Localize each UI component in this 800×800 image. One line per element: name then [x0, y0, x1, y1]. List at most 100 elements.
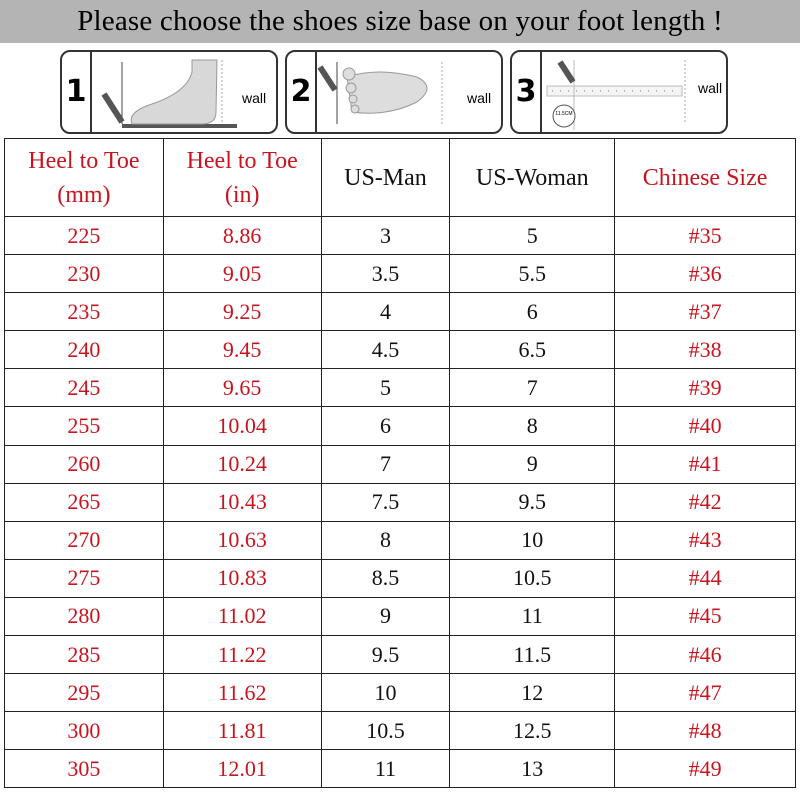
- cell-in: 10.83: [162, 558, 322, 598]
- cell-us-man: 9: [320, 596, 451, 637]
- step-1-panel: 1 wall: [60, 50, 278, 134]
- cell-in: 10.24: [162, 444, 322, 484]
- cell-chinese-size: #46: [614, 635, 796, 675]
- cell-us-man: 3.5: [320, 254, 451, 294]
- cell-in: 12.01: [162, 749, 322, 789]
- table-row: 235 9.25 4 6 #37: [4, 292, 796, 332]
- cell-mm: 235: [4, 292, 164, 332]
- cell-us-woman: 5.5: [449, 254, 616, 294]
- cell-chinese-size: #41: [614, 444, 796, 484]
- cell-us-man: 4: [320, 292, 451, 332]
- table-row: 255 10.04 6 8 #40: [4, 406, 796, 446]
- cell-in: 11.22: [162, 635, 322, 675]
- cell-us-woman: 12: [449, 673, 616, 713]
- cell-chinese-size: #48: [614, 711, 796, 751]
- cell-chinese-size: #39: [614, 368, 796, 408]
- cell-mm: 305: [4, 749, 164, 789]
- table-row: 305 12.01 11 13 #49: [4, 749, 796, 789]
- table-row: 285 11.22 9.5 11.5 #46: [4, 635, 796, 675]
- cell-chinese-size: #49: [614, 749, 796, 789]
- cell-chinese-size: #45: [614, 596, 796, 637]
- cell-chinese-size: #40: [614, 406, 796, 446]
- cell-in: 9.05: [162, 254, 322, 294]
- cell-us-woman: 7: [449, 368, 616, 408]
- size-chart-table: Heel to Toe (mm) Heel to Toe (in) US-Man U…: [4, 138, 796, 789]
- table-row: 295 11.62 10 12 #47: [4, 673, 796, 713]
- cell-chinese-size: #38: [614, 330, 796, 370]
- cell-mm: 295: [4, 673, 164, 713]
- cell-us-man: 9.5: [320, 635, 451, 675]
- cell-in: 11.62: [162, 673, 322, 713]
- header-chinese-size: Chinese Size: [614, 138, 796, 217]
- cell-us-man: 7: [320, 444, 451, 484]
- cell-mm: 265: [4, 482, 164, 522]
- cell-us-woman: 6: [449, 292, 616, 332]
- cell-us-woman: 5: [449, 215, 616, 256]
- cell-in: 10.43: [162, 482, 322, 522]
- measurement-steps: 1 wall 2 wall 3: [60, 50, 740, 136]
- step-2-panel: 2 wall: [285, 50, 503, 134]
- cell-us-man: 5: [320, 368, 451, 408]
- table-row: 265 10.43 7.5 9.5 #42: [4, 482, 796, 522]
- table-row: 300 11.81 10.5 12.5 #48: [4, 711, 796, 751]
- cell-chinese-size: #43: [614, 520, 796, 560]
- cell-us-man: 11: [320, 749, 451, 789]
- cell-mm: 230: [4, 254, 164, 294]
- ruler-label: 11.5CM: [555, 111, 573, 117]
- ruler-icon: [546, 60, 686, 130]
- cell-us-woman: 13: [449, 749, 616, 789]
- cell-chinese-size: #36: [614, 254, 796, 294]
- wall-label: wall: [698, 80, 723, 96]
- header-us-man: US-Man: [320, 138, 451, 217]
- cell-mm: 280: [4, 596, 164, 637]
- step-number: 3: [512, 52, 542, 132]
- table-row: 225 8.86 3 5 #35: [4, 215, 796, 256]
- cell-us-man: 10: [320, 673, 451, 713]
- step-number: 1: [62, 52, 92, 132]
- cell-us-man: 8: [320, 520, 451, 560]
- cell-in: 10.04: [162, 406, 322, 446]
- table-row: 270 10.63 8 10 #43: [4, 520, 796, 560]
- cell-us-woman: 10.5: [449, 558, 616, 598]
- cell-mm: 245: [4, 368, 164, 408]
- cell-in: 8.86: [162, 215, 322, 256]
- cell-in: 11.81: [162, 711, 322, 751]
- cell-chinese-size: #35: [614, 215, 796, 256]
- cell-us-woman: 9: [449, 444, 616, 484]
- step-number: 2: [287, 52, 317, 132]
- cell-us-woman: 9.5: [449, 482, 616, 522]
- cell-chinese-size: #47: [614, 673, 796, 713]
- header-heel-to-toe-in: Heel to Toe (in): [162, 138, 322, 217]
- cell-in: 9.45: [162, 330, 322, 370]
- cell-us-man: 6: [320, 406, 451, 446]
- table-row: 240 9.45 4.5 6.5 #38: [4, 330, 796, 370]
- cell-mm: 240: [4, 330, 164, 370]
- cell-mm: 225: [4, 215, 164, 256]
- wall-label: wall: [242, 90, 267, 106]
- cell-chinese-size: #37: [614, 292, 796, 332]
- foot-top-view-icon: [317, 62, 443, 124]
- header-row: Heel to Toe (mm) Heel to Toe (in) US-Man U…: [4, 138, 796, 217]
- cell-chinese-size: #44: [614, 558, 796, 598]
- table-row: 260 10.24 7 9 #41: [4, 444, 796, 484]
- cell-in: 9.65: [162, 368, 322, 408]
- cell-us-woman: 8: [449, 406, 616, 446]
- cell-us-man: 10.5: [320, 711, 451, 751]
- header-us-woman: US-Woman: [449, 138, 616, 217]
- cell-us-woman: 10: [449, 520, 616, 560]
- cell-us-man: 8.5: [320, 558, 451, 598]
- page-title: Please choose the shoes size base on you…: [0, 0, 800, 43]
- header-heel-to-toe-mm: Heel to Toe (mm): [4, 138, 164, 217]
- cell-mm: 255: [4, 406, 164, 446]
- foot-side-view-icon: [101, 59, 237, 128]
- wall-label: wall: [467, 90, 492, 106]
- table-row: 245 9.65 5 7 #39: [4, 368, 796, 408]
- cell-mm: 260: [4, 444, 164, 484]
- cell-chinese-size: #42: [614, 482, 796, 522]
- cell-us-woman: 6.5: [449, 330, 616, 370]
- cell-us-woman: 12.5: [449, 711, 616, 751]
- cell-us-man: 3: [320, 215, 451, 256]
- table-row: 280 11.02 9 11 #45: [4, 596, 796, 637]
- cell-us-man: 7.5: [320, 482, 451, 522]
- cell-us-woman: 11.5: [449, 635, 616, 675]
